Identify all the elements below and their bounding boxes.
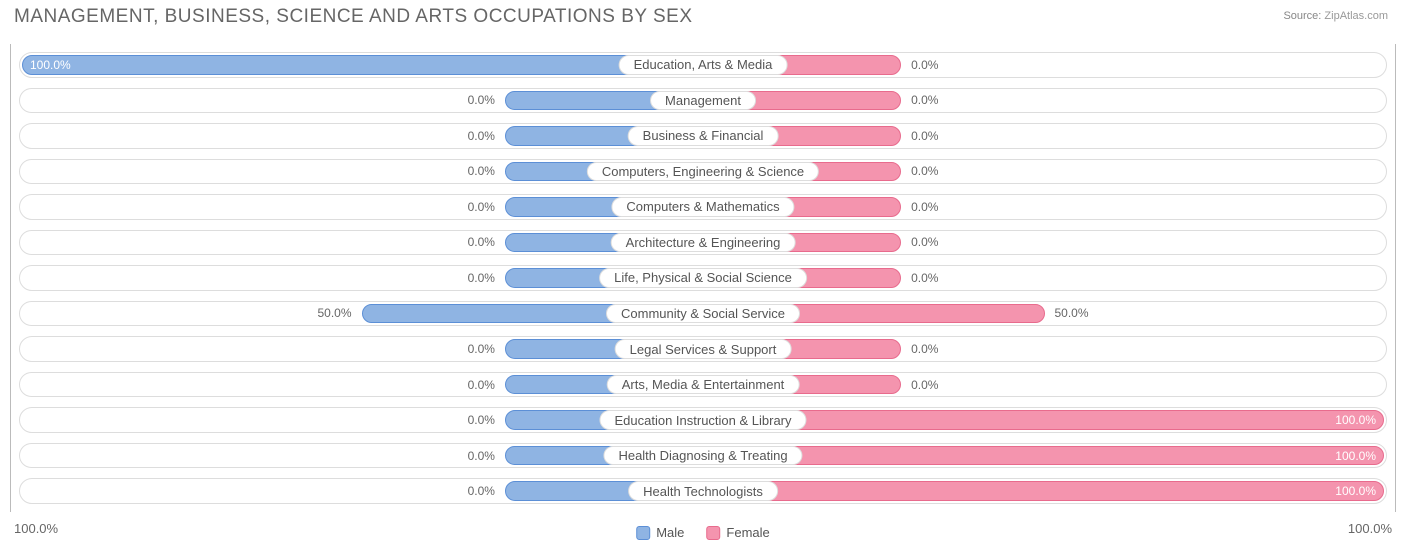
axis-label-right: 100.0% xyxy=(1348,521,1392,536)
row-category-badge: Health Diagnosing & Treating xyxy=(603,446,802,466)
value-male: 100.0% xyxy=(30,58,71,72)
row-category-badge: Education Instruction & Library xyxy=(599,410,806,430)
value-female: 0.0% xyxy=(911,378,938,392)
bar-male xyxy=(22,55,703,75)
chart-row: Health Technologists 0.0% 100.0% xyxy=(19,478,1387,504)
chart-row: Community & Social Service 50.0% 50.0% xyxy=(19,301,1387,327)
value-male: 0.0% xyxy=(468,235,495,249)
bar-female xyxy=(703,481,1384,501)
value-female: 0.0% xyxy=(911,129,938,143)
value-female: 100.0% xyxy=(1335,449,1376,463)
legend-item: Female xyxy=(706,525,769,540)
row-category-badge: Business & Financial xyxy=(628,126,779,146)
legend-label: Male xyxy=(656,525,684,540)
chart-rows-container: Education, Arts & Media100.0%0.0%Managem… xyxy=(19,52,1387,504)
row-category-badge: Computers & Mathematics xyxy=(611,197,794,217)
value-female: 0.0% xyxy=(911,200,938,214)
value-female: 100.0% xyxy=(1335,484,1376,498)
value-male: 0.0% xyxy=(468,378,495,392)
row-category-badge: Architecture & Engineering xyxy=(611,233,796,253)
row-category-badge: Education, Arts & Media xyxy=(619,55,788,75)
row-category-badge: Health Technologists xyxy=(628,481,778,501)
value-male: 0.0% xyxy=(468,484,495,498)
value-female: 0.0% xyxy=(911,164,938,178)
value-male: 0.0% xyxy=(468,93,495,107)
legend: Male Female xyxy=(636,525,770,540)
row-category-badge: Computers, Engineering & Science xyxy=(587,162,819,182)
value-female: 0.0% xyxy=(911,58,938,72)
source-site: ZipAtlas.com xyxy=(1324,10,1388,22)
chart-row: Management 0.0% 0.0% xyxy=(19,88,1387,114)
value-male: 0.0% xyxy=(468,413,495,427)
chart-title: MANAGEMENT, BUSINESS, SCIENCE AND ARTS O… xyxy=(14,6,693,28)
row-category-badge: Management xyxy=(650,91,756,111)
chart-row: Computers & Mathematics 0.0% 0.0% xyxy=(19,194,1387,220)
value-female: 50.0% xyxy=(1055,306,1089,320)
axis-label-left: 100.0% xyxy=(14,521,58,536)
value-male: 0.0% xyxy=(468,449,495,463)
bar-female xyxy=(703,446,1384,466)
value-male: 0.0% xyxy=(468,271,495,285)
chart-row: Education Instruction & Library 0.0% 100.0… xyxy=(19,407,1387,433)
male-swatch xyxy=(636,526,650,540)
chart-row: Computers, Engineering & Science 0.0% 0.0% xyxy=(19,159,1387,185)
chart-plot-area: Education, Arts & Media100.0%0.0%Managem… xyxy=(10,44,1396,512)
legend-label: Female xyxy=(726,525,769,540)
value-male: 50.0% xyxy=(317,306,351,320)
row-category-badge: Life, Physical & Social Science xyxy=(599,268,807,288)
chart-row: Business & Financial 0.0% 0.0% xyxy=(19,123,1387,149)
value-female: 0.0% xyxy=(911,271,938,285)
chart-row: Education, Arts & Media 100.0% 0.0% xyxy=(19,52,1387,78)
value-female: 0.0% xyxy=(911,93,938,107)
chart-row: Life, Physical & Social Science 0.0% 0.0% xyxy=(19,265,1387,291)
value-male: 0.0% xyxy=(468,342,495,356)
legend-item: Male xyxy=(636,525,684,540)
value-male: 0.0% xyxy=(468,129,495,143)
chart-row: Architecture & Engineering 0.0% 0.0% xyxy=(19,230,1387,256)
value-female: 100.0% xyxy=(1335,413,1376,427)
chart-row: Arts, Media & Entertainment 0.0% 0.0% xyxy=(19,372,1387,398)
value-female: 0.0% xyxy=(911,235,938,249)
source-attribution: Source: ZipAtlas.com xyxy=(1283,10,1388,22)
chart-row: Legal Services & Support 0.0% 0.0% xyxy=(19,336,1387,362)
value-female: 0.0% xyxy=(911,342,938,356)
value-male: 0.0% xyxy=(468,200,495,214)
chart-row: Health Diagnosing & Treating 0.0% 100.0% xyxy=(19,443,1387,469)
row-category-badge: Community & Social Service xyxy=(606,304,800,324)
value-male: 0.0% xyxy=(468,164,495,178)
row-category-badge: Arts, Media & Entertainment xyxy=(607,375,800,395)
female-swatch xyxy=(706,526,720,540)
source-label: Source: xyxy=(1283,10,1321,22)
row-category-badge: Legal Services & Support xyxy=(615,339,792,359)
